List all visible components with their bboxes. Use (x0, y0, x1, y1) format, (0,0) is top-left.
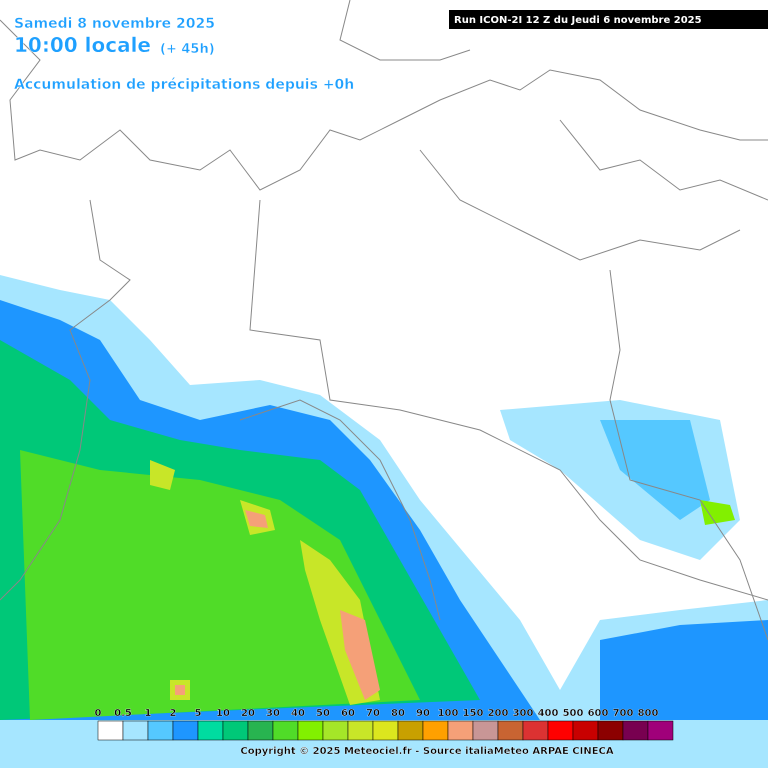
legend-swatch (497, 720, 524, 741)
legend-label: 1 (145, 708, 152, 719)
copyright: Copyright © 2025 Meteociel.fr - Source i… (240, 746, 614, 757)
legend-swatch (122, 720, 149, 741)
subtitle: Accumulation de précipitations depuis +0… (14, 77, 354, 93)
legend-swatch (622, 720, 649, 741)
legend-swatch (597, 720, 624, 741)
legend-swatch (222, 720, 249, 741)
legend-label: 500 (563, 708, 584, 719)
legend: 0 0.5 1 2 5 10 20 30 40 50 60 70 80 90 100 150 200 300 400… (94, 708, 674, 741)
precipitation (0, 275, 768, 768)
legend-label: 5 (195, 708, 202, 719)
legend-label: 800 (638, 708, 659, 719)
legend-swatch (372, 720, 399, 741)
legend-swatch (172, 720, 199, 741)
legend-label: 20 (241, 708, 255, 719)
legend-swatch (297, 720, 324, 741)
run-box (449, 10, 768, 29)
legend-swatch (197, 720, 224, 741)
run: Run ICON-2I 12 Z du Jeudi 6 novembre 202… (454, 15, 702, 26)
legend-label: 700 (613, 708, 634, 719)
legend-label: 10 (216, 708, 230, 719)
legend-swatch (572, 720, 599, 741)
legend-swatch (522, 720, 549, 741)
legend-label: 400 (538, 708, 559, 719)
time: 10:00 locale (14, 33, 151, 57)
legend-label: 0.5 (114, 708, 132, 719)
legend-label: 50 (316, 708, 330, 719)
legend-label: 150 (463, 708, 484, 719)
borders (0, 0, 768, 641)
legend-label: 80 (391, 708, 405, 719)
legend-label: 70 (366, 708, 380, 719)
date: Samedi 8 novembre 2025 (14, 16, 215, 32)
legend-label: 60 (341, 708, 355, 719)
legend-swatch (347, 720, 374, 741)
legend-swatch (322, 720, 349, 741)
legend-swatch (147, 720, 174, 741)
legend-label: 90 (416, 708, 430, 719)
legend-swatch (397, 720, 424, 741)
legend-swatch (647, 720, 674, 741)
legend-swatch (247, 720, 274, 741)
lead: (+ 45h) (160, 42, 215, 57)
legend-swatch (97, 720, 124, 741)
legend-label: 200 (488, 708, 509, 719)
legend-swatch (447, 720, 474, 741)
legend-label: 2 (170, 708, 177, 719)
legend-swatch (272, 720, 299, 741)
legend-swatch (472, 720, 499, 741)
legend-swatch (422, 720, 449, 741)
legend-label: 100 (438, 708, 459, 719)
legend-swatch (547, 720, 574, 741)
legend-label: 30 (266, 708, 280, 719)
legend-label: 300 (513, 708, 534, 719)
legend-label: 40 (291, 708, 305, 719)
legend-label: 0 (95, 708, 102, 719)
legend-label: 600 (588, 708, 609, 719)
